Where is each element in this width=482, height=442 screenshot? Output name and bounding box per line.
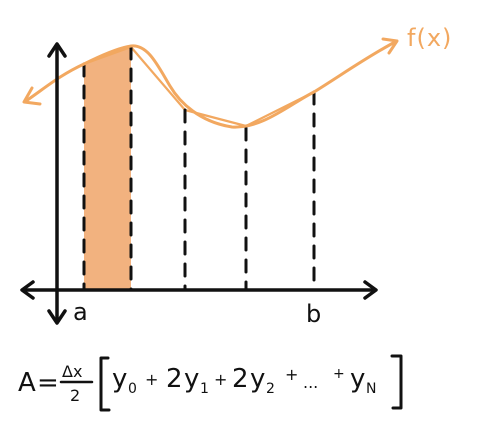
formula-equals: = [37, 368, 59, 398]
formula-term-3-var: ... [303, 373, 318, 392]
formula-term-2-op: + [214, 370, 227, 389]
formula-left-bracket [99, 356, 111, 412]
function-curve [24, 40, 397, 129]
curve-left-arrowhead [22, 86, 42, 106]
curve-label: f(x) [407, 24, 452, 52]
formula-term-4-sub: N [366, 381, 376, 397]
formula-term-1-sub: 1 [200, 381, 209, 397]
trapezoid-formula: A = Δx 2 y 0 + 2 y 1 + 2 y 2 + ... + y N [18, 354, 403, 412]
formula-term-4-op: + [333, 366, 345, 382]
y-axis-bottom-arrowhead [47, 309, 67, 325]
formula-frac-numerator: Δx [62, 362, 82, 381]
formula-term-2-var: y [250, 364, 265, 394]
x-axis-right-arrowhead [363, 280, 378, 300]
x-axis-left-arrowhead [20, 280, 35, 300]
x-label-a: a [73, 298, 88, 326]
formula-term-0-var: y [112, 364, 127, 394]
shaded-trapezoid [84, 47, 131, 290]
formula-term-3-op: + [285, 365, 298, 384]
x-label-b: b [306, 300, 321, 328]
partition-lines [82, 45, 316, 292]
formula-term-1-coef: 2 [166, 364, 183, 394]
formula-term-1-var: y [184, 364, 199, 394]
formula-term-4-var: y [350, 364, 365, 394]
formula-right-bracket [390, 354, 403, 410]
formula-term-2-coef: 2 [232, 364, 249, 394]
formula-term-1-op: + [145, 370, 158, 389]
y-axis-top-arrowhead [47, 42, 67, 58]
formula-frac-denominator: 2 [70, 386, 80, 405]
formula-lhs: A [18, 368, 36, 398]
formula-term-2-sub: 2 [266, 381, 275, 397]
formula-term-0-sub: 0 [128, 381, 137, 397]
curve-right-arrowhead [381, 37, 399, 55]
